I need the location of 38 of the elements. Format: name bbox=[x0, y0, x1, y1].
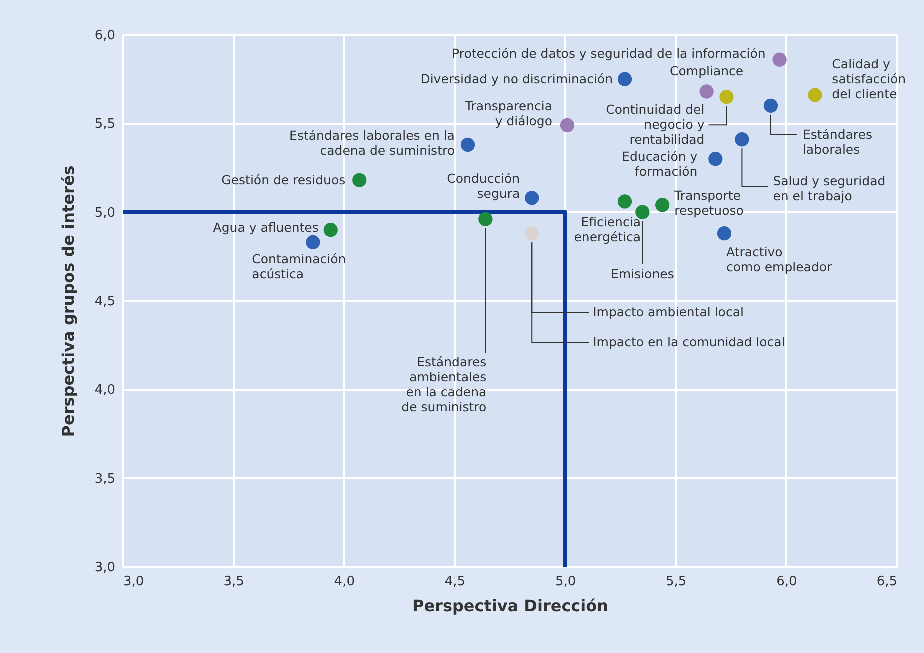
annotation: Impacto en la comunidad local bbox=[593, 334, 786, 350]
y-tick-label: 4,5 bbox=[94, 294, 116, 310]
y-tick-label: 3,0 bbox=[94, 560, 116, 576]
x-tick-label: 5,5 bbox=[666, 574, 687, 590]
annotation: Emisiones bbox=[611, 266, 674, 282]
x-tick-label: 3,5 bbox=[224, 574, 244, 590]
y-axis-title: Perspectiva grupos de interés bbox=[58, 166, 78, 438]
annotation: Salud y seguridad en el trabajo bbox=[773, 174, 886, 204]
annotation: Calidad y satisfacción del cliente bbox=[832, 56, 906, 102]
x-tick-label: 6,0 bbox=[776, 574, 798, 590]
annotation: Protección de datos y seguridad de la información bbox=[452, 46, 766, 61]
annotation: Estándares ambientales en la cadena de suministro bbox=[402, 354, 487, 414]
annotation: Eficiencia energética bbox=[574, 214, 641, 245]
annotation: Conducción segura bbox=[447, 171, 520, 202]
x-tick-label: 6,5 bbox=[876, 574, 898, 590]
annotation: Estándares laborales bbox=[802, 126, 873, 157]
annotation: Atractivo como empleador bbox=[726, 244, 834, 275]
annotation: Contaminación acústica bbox=[252, 251, 346, 282]
annotation: Impacto ambiental local bbox=[593, 304, 744, 320]
y-tick-label: 4,0 bbox=[94, 383, 116, 398]
y-tick-label: 5,5 bbox=[94, 117, 116, 132]
x-tick-label: 4,0 bbox=[334, 574, 355, 590]
y-tick-label: 6,0 bbox=[94, 28, 116, 44]
y-tick-label: 3,5 bbox=[94, 472, 116, 487]
x-tick-label: 4,5 bbox=[444, 574, 466, 590]
annotation: Estándares laborales en la cadena de suministro bbox=[290, 128, 455, 158]
x-axis-title: Perspectiva Dirección bbox=[412, 596, 609, 616]
annotation: Transparencia y diálogo bbox=[464, 98, 552, 128]
annotation: Agua y afluentes bbox=[213, 220, 319, 236]
annotation: Gestión de residuos bbox=[222, 172, 346, 188]
annotation: Transporte respetuoso bbox=[674, 188, 744, 218]
x-tick-label: 3,0 bbox=[124, 574, 144, 590]
annotation: Continuidad del negocio y rentabilidad bbox=[606, 102, 706, 148]
y-tick-label: 5,0 bbox=[94, 206, 116, 221]
annotation: Diversidad y no discriminación bbox=[420, 71, 613, 86]
annotation: Educación y formación bbox=[622, 149, 698, 180]
x-tick-label: 5,0 bbox=[555, 574, 576, 590]
annotation: Compliance bbox=[670, 64, 744, 79]
